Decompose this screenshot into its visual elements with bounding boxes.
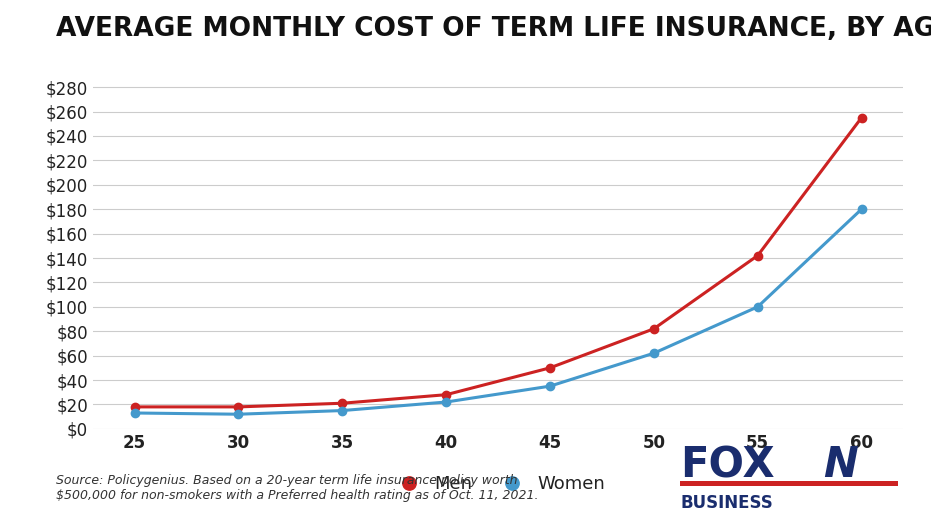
Text: AVERAGE MONTHLY COST OF TERM LIFE INSURANCE, BY AGE: AVERAGE MONTHLY COST OF TERM LIFE INSURA… — [56, 16, 931, 42]
Text: Source: Policygenius. Based on a 20-year term life insurance policy worth
$500,0: Source: Policygenius. Based on a 20-year… — [56, 474, 538, 502]
Text: FOX: FOX — [680, 444, 775, 486]
FancyBboxPatch shape — [680, 481, 897, 486]
Text: BUSINESS: BUSINESS — [680, 494, 773, 512]
Text: N: N — [823, 444, 857, 486]
Legend: Men, Women: Men, Women — [384, 468, 613, 501]
